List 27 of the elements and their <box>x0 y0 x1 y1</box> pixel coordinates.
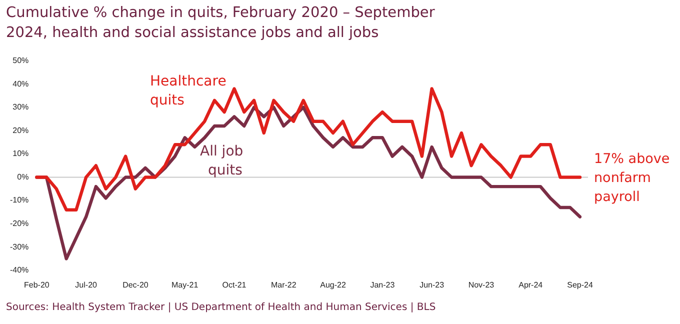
y-tick-label: -40% <box>10 266 29 275</box>
source-note: Sources: Health System Tracker | US Department of Health and Human Services | BLS <box>6 302 436 313</box>
x-tick-label: May-21 <box>172 280 199 290</box>
x-tick-label: Aug-22 <box>320 280 346 290</box>
x-tick-label: Jul-20 <box>75 280 98 290</box>
x-tick-label: Oct-21 <box>222 280 247 290</box>
y-tick-label: -30% <box>10 242 29 252</box>
x-tick-label: Sep-24 <box>567 280 594 290</box>
y-tick-label: -10% <box>10 196 29 205</box>
x-tick-label: Dec-20 <box>122 280 149 290</box>
y-tick-label: 10% <box>12 149 29 158</box>
y-tick-label: 50% <box>12 56 29 66</box>
x-tick-label: Feb-20 <box>24 280 50 290</box>
x-tick-label: Nov-23 <box>468 280 495 290</box>
text: 17% above nonfarm payroll <box>594 150 671 208</box>
series-label: Healthcare quits <box>150 74 226 109</box>
y-tick-label: 20% <box>12 126 29 135</box>
x-tick-label: Jun-23 <box>420 280 445 290</box>
y-tick-label: 30% <box>12 102 29 112</box>
chart-title: Cumulative % change in quits, February 2020 – September 2024, health and social assistance jobs and all jobs <box>6 4 436 43</box>
x-tick-label: Jan-23 <box>370 280 396 290</box>
y-tick-label: 0% <box>17 172 29 182</box>
y-tick-label: 40% <box>12 79 29 88</box>
y-tick-label: -20% <box>10 219 29 228</box>
x-tick-label: Apr-24 <box>518 280 544 290</box>
series-label: All job quits <box>200 144 244 179</box>
x-tick-label: Mar-22 <box>270 280 297 290</box>
